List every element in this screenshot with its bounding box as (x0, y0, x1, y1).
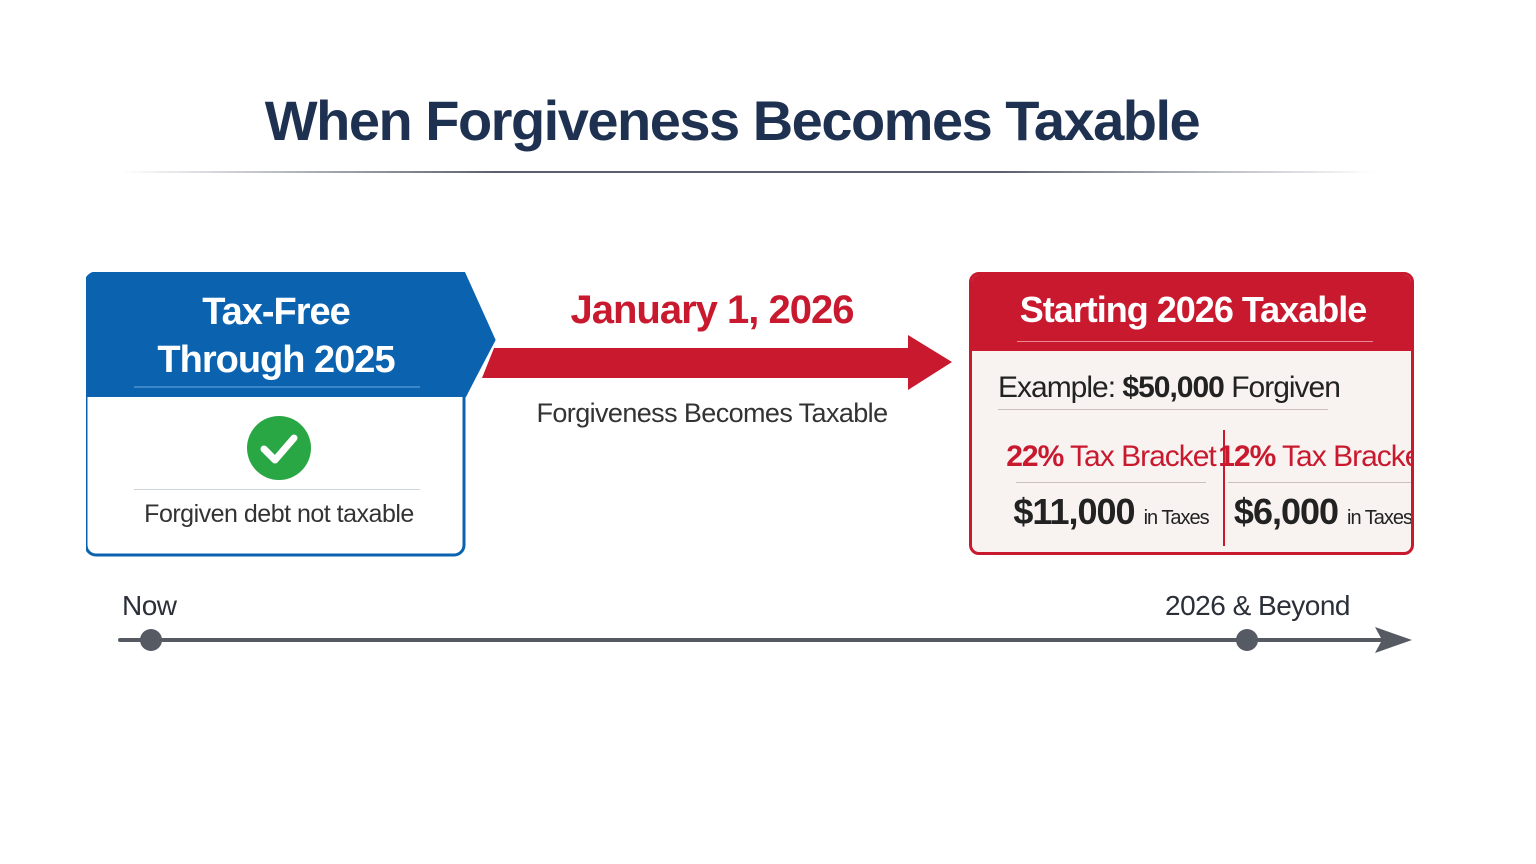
effective-date: January 1, 2026 (570, 288, 855, 332)
bracket-22: 22% Tax Bracket $11,000 in Taxes (1006, 440, 1217, 533)
taxable-card: Starting 2026 Taxable Example: $50,000 F… (969, 272, 1414, 555)
timeline-arrowhead-icon (1375, 627, 1412, 653)
transition-caption: Forgiveness Becomes Taxable (536, 398, 889, 428)
tax-free-card: Tax-Free Through 2025 Forgiven debt not … (86, 272, 496, 557)
bracket-label: Tax Bracket (1282, 440, 1414, 473)
example-line: Example: $50,000 Forgiven (998, 371, 1341, 405)
timeline-axis (118, 627, 1412, 653)
tax-free-title-line2: Through 2025 (157, 339, 395, 381)
tax-free-description: Forgiven debt not taxable (144, 500, 414, 528)
page-title: When Forgiveness Becomes Taxable (264, 89, 1201, 152)
bracket-rate: 12% (1218, 440, 1276, 473)
bracket-divider (1016, 482, 1206, 483)
example-amount: $50,000 (1122, 371, 1224, 404)
tax-free-card-shape (86, 272, 496, 557)
card-divider (134, 489, 420, 490)
bracket-rate: 22% (1006, 440, 1064, 473)
taxable-card-title: Starting 2026 Taxable (1019, 289, 1368, 330)
bracket-tax-amount: $11,000 (1013, 491, 1135, 532)
bracket-12: 12% Tax Bracket $6,000 in Taxes (1218, 440, 1414, 533)
timeline-dot-2026 (1236, 629, 1258, 651)
timeline-dot-now (140, 629, 162, 651)
timeline-end-label: 2026 & Beyond (1165, 590, 1351, 621)
bracket-divider (1228, 482, 1411, 483)
right-arrow-icon (482, 335, 952, 390)
example-suffix: Forgiven (1231, 371, 1341, 404)
title-divider (120, 171, 1375, 173)
tax-free-title-line1: Tax-Free (202, 291, 351, 333)
bracket-tax-amount: $6,000 (1233, 491, 1339, 532)
bracket-tax-suffix: in Taxes (1347, 507, 1413, 529)
check-circle-icon (247, 416, 311, 480)
column-divider (1223, 430, 1225, 546)
bracket-tax-suffix: in Taxes (1143, 507, 1210, 529)
timeline-start-label: Now (122, 590, 177, 621)
example-underline (998, 409, 1328, 410)
bracket-label: Tax Bracket (1070, 440, 1217, 473)
taxable-card-header (972, 275, 1411, 351)
header-underline (1017, 341, 1373, 342)
example-label: Example: (998, 371, 1116, 404)
